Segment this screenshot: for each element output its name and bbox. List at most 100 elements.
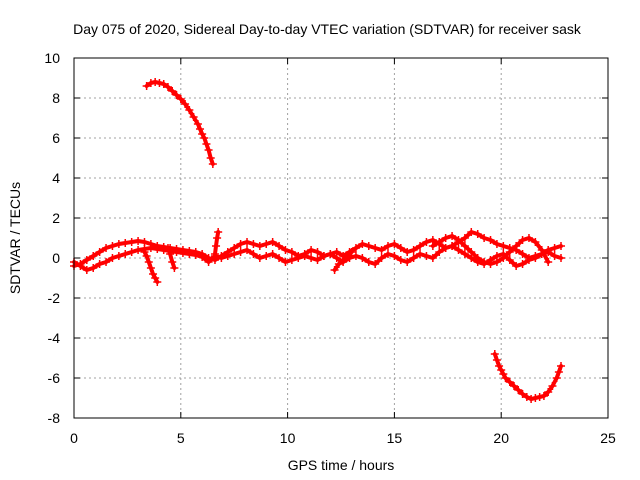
data-point <box>358 240 367 248</box>
data-point <box>206 154 215 162</box>
data-point <box>185 106 194 114</box>
data-point <box>371 244 380 252</box>
data-point <box>409 254 418 262</box>
data-point <box>480 234 489 242</box>
data-point <box>114 252 123 260</box>
series-short-spike <box>210 228 223 258</box>
data-point <box>473 230 482 238</box>
data-point <box>460 234 469 242</box>
data-point <box>499 242 508 250</box>
data-point <box>492 258 501 266</box>
data-point <box>552 374 561 382</box>
axis-ticks: 0 5 10 15 20 25 -8 -6 -4 -2 0 2 4 6 8 10 <box>44 50 616 446</box>
data-point <box>268 238 277 246</box>
data-point <box>514 386 523 394</box>
data-point <box>82 266 91 274</box>
series-high-arc <box>142 78 217 168</box>
data-point <box>168 258 177 266</box>
data-point <box>262 240 271 248</box>
data-point <box>550 244 559 252</box>
data-point <box>383 242 392 250</box>
data-point <box>168 87 177 95</box>
data-point <box>200 134 209 142</box>
data-point <box>435 248 444 256</box>
data-point <box>82 256 91 264</box>
data-point <box>294 254 303 262</box>
data-point <box>268 250 277 258</box>
plot-frame <box>73 57 609 419</box>
series-central-band-c <box>428 232 553 268</box>
data-point <box>454 246 463 254</box>
data-point <box>281 258 290 266</box>
data-point <box>512 242 521 250</box>
data-point <box>300 252 309 260</box>
data-point <box>102 244 111 252</box>
data-point <box>492 240 501 248</box>
data-point <box>140 238 149 246</box>
y-tick-label: 8 <box>52 90 60 106</box>
data-point <box>505 256 514 264</box>
data-point <box>76 262 85 270</box>
series-line <box>166 246 177 270</box>
data-point <box>236 248 245 256</box>
data-point <box>499 254 508 262</box>
data-point <box>275 254 284 262</box>
data-point <box>214 228 223 236</box>
data-point <box>223 252 232 260</box>
data-point <box>326 250 335 258</box>
data-point <box>351 252 360 260</box>
series-short-fall <box>163 244 179 272</box>
data-point <box>191 251 200 259</box>
x-tick-label: 10 <box>280 430 296 446</box>
y-tick-label: 0 <box>52 250 60 266</box>
data-point <box>539 392 548 400</box>
data-point <box>121 250 130 258</box>
data-points <box>70 78 566 403</box>
data-point <box>441 234 450 242</box>
grid-lines <box>74 58 608 418</box>
data-point <box>454 236 463 244</box>
chart-title: Day 075 of 2020, Sidereal Day-to-day VTE… <box>73 21 582 37</box>
data-point <box>146 79 155 87</box>
data-point <box>422 252 431 260</box>
data-point <box>217 254 226 262</box>
data-point <box>524 234 533 242</box>
data-point <box>544 258 553 266</box>
data-point <box>501 374 510 382</box>
data-point <box>95 260 104 268</box>
data-point <box>554 368 563 376</box>
data-point <box>435 238 444 246</box>
data-point <box>505 248 514 256</box>
data-point <box>202 140 211 148</box>
data-point <box>390 240 399 248</box>
data-point <box>212 242 221 250</box>
data-point <box>364 258 373 266</box>
data-point <box>441 244 450 252</box>
data-point <box>460 242 469 250</box>
data-point <box>524 256 533 264</box>
data-point <box>108 242 117 250</box>
data-point <box>163 244 172 252</box>
data-point <box>155 79 164 87</box>
data-point <box>166 250 175 258</box>
data-point <box>467 248 476 256</box>
series-short-dip <box>140 248 162 286</box>
y-tick-label: -2 <box>48 290 61 306</box>
data-point <box>243 238 252 246</box>
data-point <box>89 252 98 260</box>
data-point <box>89 264 98 272</box>
data-point <box>262 252 271 260</box>
y-tick-label: -6 <box>48 370 61 386</box>
data-point <box>204 258 213 266</box>
data-point <box>377 246 386 254</box>
data-point <box>557 362 566 370</box>
data-point <box>142 252 151 260</box>
x-tick-label: 0 <box>70 430 78 446</box>
data-point <box>287 248 296 256</box>
data-point <box>527 395 536 403</box>
data-point <box>422 238 431 246</box>
data-point <box>127 248 136 256</box>
data-point <box>249 250 258 258</box>
data-point <box>189 113 198 121</box>
